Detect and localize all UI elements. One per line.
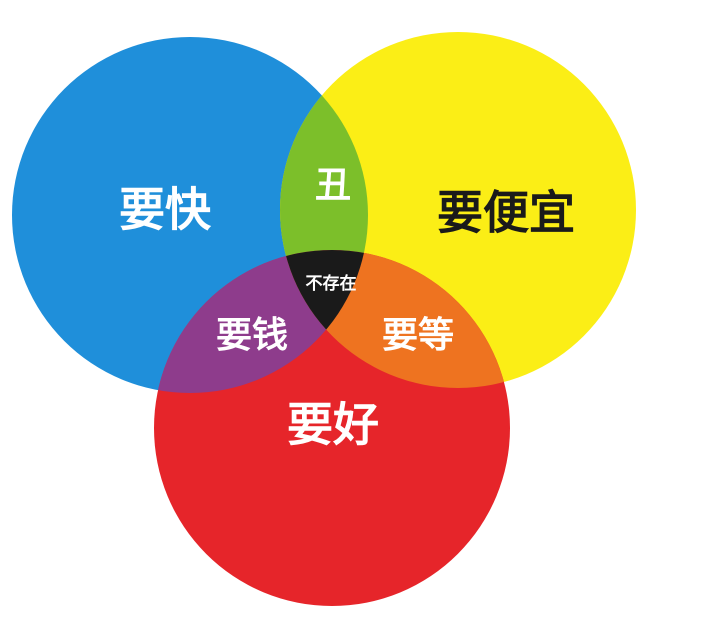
overlap-cheap-good xyxy=(280,250,510,388)
label-fast: 要快 xyxy=(119,183,212,237)
label-all-three: 不存在 xyxy=(306,273,357,294)
label-good: 要好 xyxy=(287,398,379,452)
label-cheap-good: 要等 xyxy=(382,315,454,356)
overlap-fast-good xyxy=(154,250,368,393)
label-fast-cheap: 丑 xyxy=(315,165,351,206)
label-fast-good: 要钱 xyxy=(216,315,288,356)
label-cheap: 要便宜 xyxy=(437,186,575,240)
